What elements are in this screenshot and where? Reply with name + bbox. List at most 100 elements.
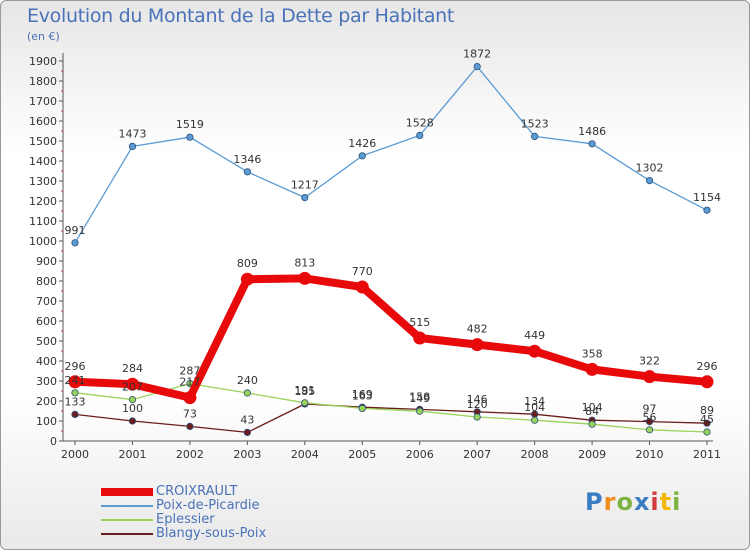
data-label: 185	[294, 385, 315, 398]
data-point	[71, 239, 79, 247]
data-point	[416, 407, 424, 415]
data-point	[301, 399, 309, 407]
legend: CROIXRAULT Poix-de-Picardie Eplessier Bl…	[101, 484, 341, 541]
data-point	[358, 404, 366, 412]
data-label: 146	[467, 393, 488, 406]
data-label: 240	[237, 374, 258, 387]
data-point	[413, 331, 427, 345]
data-point	[243, 389, 251, 397]
logo-letter: P	[585, 488, 604, 516]
x-tick-label: 2010	[636, 448, 664, 461]
logo-letter: i	[650, 488, 660, 516]
data-point	[125, 377, 139, 391]
data-label: 84	[585, 405, 599, 418]
data-label: 158	[409, 390, 430, 403]
data-label: 482	[467, 323, 488, 336]
data-label: 149	[409, 392, 430, 405]
legend-label: Blangy-sous-Poix	[156, 526, 267, 541]
logo-letter: o	[616, 488, 634, 516]
data-label: 1473	[118, 127, 146, 140]
data-label: 191	[294, 384, 315, 397]
data-label: 1426	[348, 137, 376, 150]
data-point	[183, 391, 197, 405]
logo-letter: i	[672, 488, 682, 516]
x-tick-label: 2008	[521, 448, 549, 461]
y-tick-label: 0	[50, 435, 57, 448]
legend-item-eplessier: Eplessier	[101, 512, 341, 527]
data-point	[301, 194, 309, 202]
data-label: 56	[643, 411, 657, 424]
data-label: 169	[352, 388, 373, 401]
data-point	[240, 272, 254, 286]
y-tick-label: 600	[36, 315, 57, 328]
data-label: 322	[639, 355, 660, 368]
x-tick-label: 2002	[176, 448, 204, 461]
data-label: 1346	[233, 153, 261, 166]
data-label: 133	[65, 395, 86, 408]
data-label: 1523	[521, 117, 549, 130]
data-point	[700, 375, 714, 389]
data-point	[186, 133, 194, 141]
y-tick-label: 200	[36, 395, 57, 408]
y-tick-label: 700	[36, 295, 57, 308]
data-point	[71, 410, 79, 418]
data-point	[243, 168, 251, 176]
x-tick-label: 2001	[118, 448, 146, 461]
chart-subtitle: (en €)	[27, 30, 60, 43]
data-label: 1217	[291, 179, 319, 192]
data-label: 1302	[636, 162, 664, 175]
data-label: 241	[65, 374, 86, 387]
data-point	[128, 417, 137, 425]
x-tick-label: 2000	[61, 448, 89, 461]
data-point	[68, 375, 82, 389]
series-line	[74, 403, 708, 434]
data-label: 120	[467, 398, 488, 411]
data-point	[531, 132, 539, 140]
x-tick-label: 2003	[233, 448, 261, 461]
data-point	[588, 420, 596, 428]
logo-letter: t	[659, 488, 673, 516]
data-point	[470, 338, 484, 352]
legend-item-poix-de-picardie: Poix-de-Picardie	[101, 498, 341, 513]
data-point	[703, 419, 711, 427]
y-tick-label: 800	[36, 275, 57, 288]
data-label: 163	[352, 389, 373, 402]
data-label: 134	[524, 395, 545, 408]
data-label: 1154	[693, 191, 721, 204]
data-label: 104	[582, 401, 603, 414]
y-tick-label: 1500	[29, 135, 57, 148]
y-tick-label: 1200	[29, 195, 57, 208]
data-label: 89	[700, 404, 714, 417]
data-point	[358, 152, 366, 160]
x-tick-label: 2006	[406, 448, 434, 461]
series-line	[71, 274, 711, 402]
y-tick-label: 900	[36, 255, 57, 268]
data-label: 104	[524, 401, 545, 414]
data-point	[355, 280, 369, 294]
data-point	[703, 206, 711, 214]
logo-letter: x	[633, 488, 651, 516]
x-tick-label: 2011	[693, 448, 721, 461]
data-label: 809	[237, 257, 258, 270]
data-label: 449	[524, 329, 545, 342]
y-tick-label: 300	[36, 375, 57, 388]
legend-item-blangy-sous-poix: Blangy-sous-Poix	[101, 526, 341, 541]
y-tick-label: 400	[36, 355, 57, 368]
series-line	[74, 65, 708, 244]
y-tick-label: 1000	[29, 235, 57, 248]
data-label: 97	[643, 403, 657, 416]
data-point	[645, 177, 654, 185]
legend-label: Eplessier	[156, 512, 215, 527]
data-point	[588, 140, 596, 148]
data-point	[645, 426, 654, 434]
legend-item-croixrault: CROIXRAULT	[101, 484, 341, 499]
data-point	[643, 370, 657, 384]
data-label: 73	[183, 407, 197, 420]
y-tick-label: 1300	[29, 175, 57, 188]
data-label: 991	[65, 224, 86, 237]
data-label: 287	[179, 365, 200, 378]
data-point	[528, 344, 542, 358]
data-point	[416, 131, 424, 139]
data-label: 296	[697, 360, 718, 373]
